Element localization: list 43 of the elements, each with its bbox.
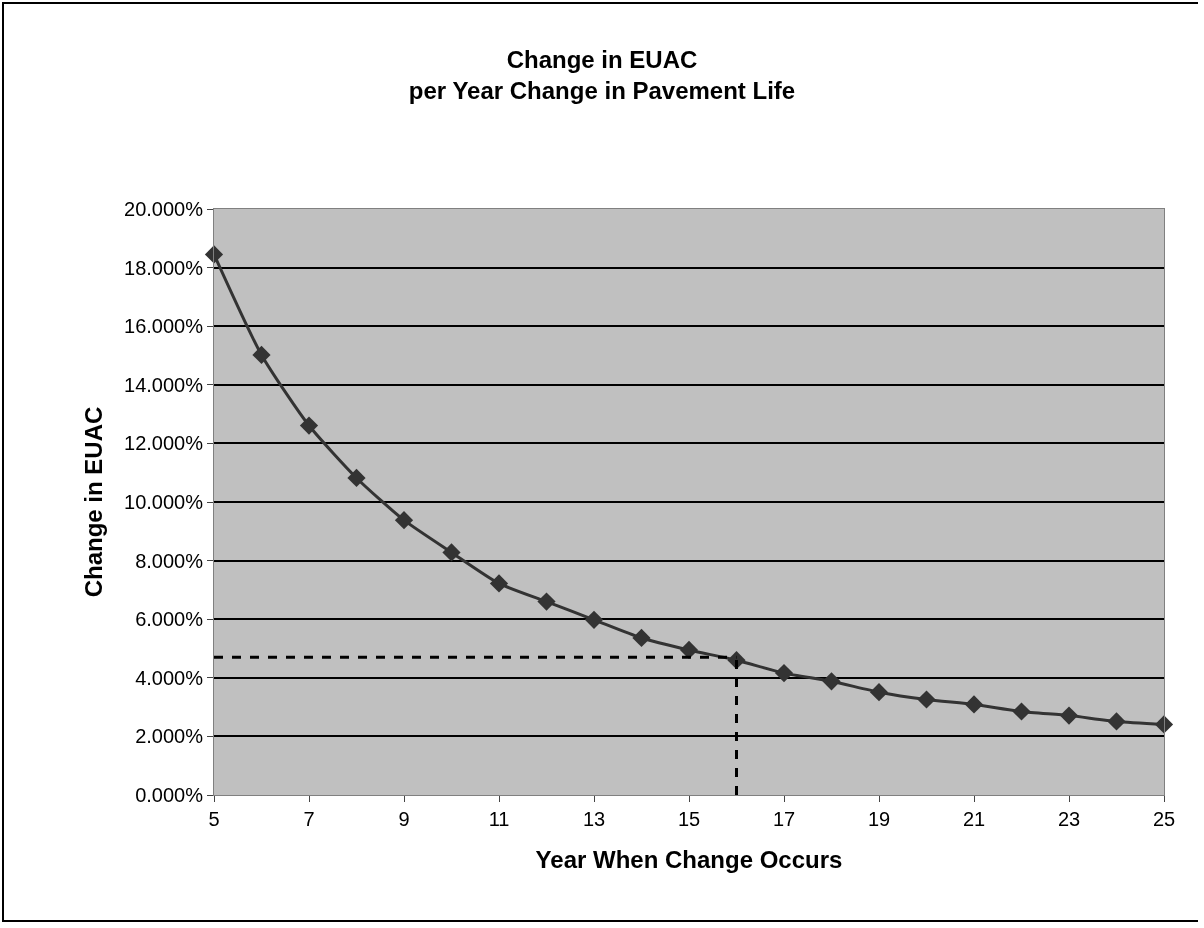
chart-title: Change in EUAC per Year Change in Pavement Life	[408, 46, 796, 105]
y-tick-label: 8.000%	[135, 549, 204, 572]
x-tick-label: 5	[208, 808, 220, 830]
point	[537, 592, 556, 611]
point	[774, 664, 794, 683]
y-tick-label: 0.000%	[135, 784, 204, 806]
y-tick-label: 14.000%	[124, 373, 204, 396]
y-tick-label: 6.000%	[135, 608, 204, 631]
x-tick-label: 23	[1057, 808, 1081, 830]
point	[1059, 706, 1079, 725]
x-tick-label: 21	[962, 808, 986, 830]
x-tick-label: 25	[1152, 808, 1176, 830]
point	[1107, 712, 1126, 731]
x-tick-label: 15	[677, 808, 701, 830]
point	[299, 416, 319, 435]
x-tick-label: 19	[867, 808, 891, 830]
y-tick-label: 16.000%	[124, 315, 204, 338]
point	[584, 610, 604, 629]
point	[964, 695, 984, 714]
y-tick-label: 2.000%	[135, 725, 204, 748]
point	[489, 574, 509, 593]
point	[1012, 702, 1031, 721]
x-tick-label: 17	[772, 808, 796, 830]
point	[679, 640, 699, 660]
point	[252, 345, 271, 365]
x-tick-label: 11	[488, 808, 510, 830]
y-tick-label: 20.000%	[124, 198, 204, 220]
point	[869, 683, 889, 702]
y-axis-title: Change in EUAC	[80, 406, 108, 598]
x-tick-label: 13	[582, 808, 606, 830]
point	[347, 468, 366, 488]
x-tick-label: 9	[398, 808, 410, 830]
point	[394, 511, 414, 530]
y-tick-label: 12.000%	[124, 432, 204, 455]
x-tick-label: 7	[303, 808, 315, 830]
point	[632, 628, 651, 648]
point	[822, 672, 841, 691]
y-tick-label: 4.000%	[135, 666, 204, 689]
x-axis-title: Year When Change Occurs	[535, 846, 843, 874]
y-tick-label: 10.000%	[124, 491, 204, 513]
point	[442, 543, 461, 562]
point	[917, 690, 936, 709]
y-tick-label: 18.000%	[124, 256, 204, 279]
